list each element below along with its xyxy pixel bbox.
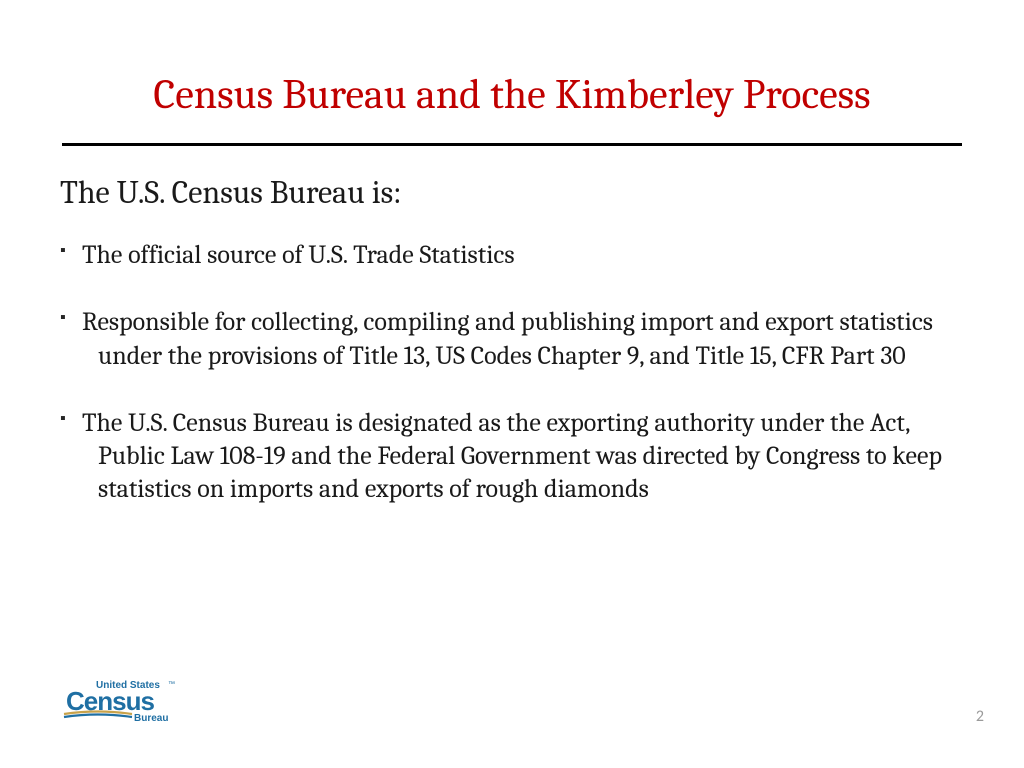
title-underline: [62, 143, 962, 146]
census-logo-svg: United States ™ Census Bureau: [60, 678, 210, 724]
list-item-text: Responsible for collecting, compiling an…: [82, 306, 964, 373]
census-logo: United States ™ Census Bureau: [60, 678, 210, 728]
slide-title: Census Bureau and the Kimberley Process: [60, 70, 964, 119]
list-item-text: The official source of U.S. Trade Statis…: [82, 239, 964, 272]
logo-tm: ™: [168, 681, 175, 688]
bullet-list: The official source of U.S. Trade Statis…: [60, 239, 964, 507]
page-number: 2: [976, 707, 984, 726]
list-item-text: The U.S. Census Bureau is designated as …: [82, 407, 964, 507]
logo-bottom-text: Bureau: [134, 713, 168, 724]
subheading: The U.S. Census Bureau is:: [60, 174, 964, 211]
list-item: Responsible for collecting, compiling an…: [60, 306, 964, 373]
slide: Census Bureau and the Kimberley Process …: [0, 0, 1024, 768]
list-item: The U.S. Census Bureau is designated as …: [60, 407, 964, 507]
list-item: The official source of U.S. Trade Statis…: [60, 239, 964, 272]
